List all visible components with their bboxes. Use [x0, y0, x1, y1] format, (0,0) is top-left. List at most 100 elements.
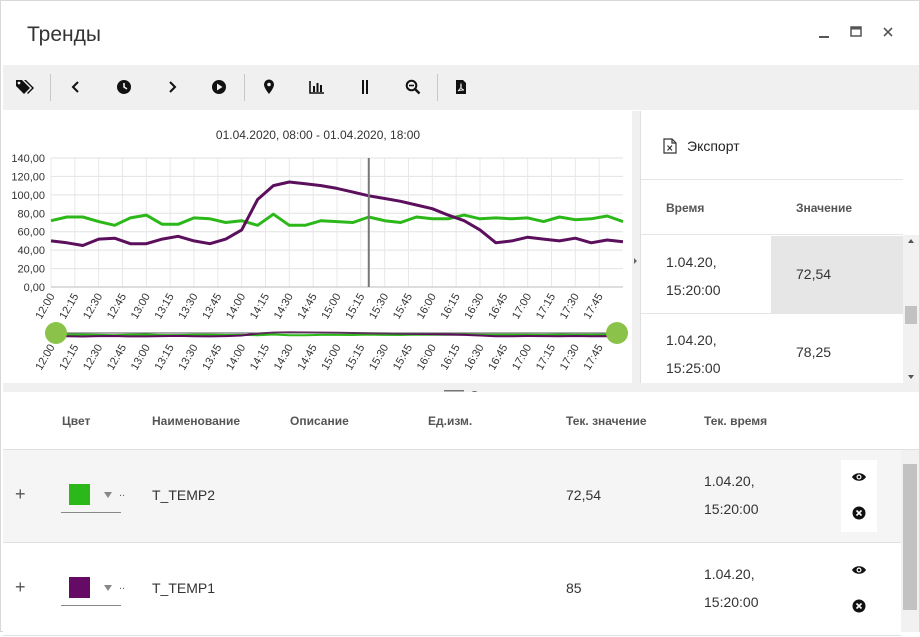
navigator-x-tick-label: 16:00 [415, 343, 439, 373]
statistics-button[interactable] [302, 73, 332, 101]
bar-chart-icon [309, 81, 324, 94]
x-tick-label: 16:30 [462, 292, 486, 322]
trend-chart-area[interactable]: 01.04.2020, 08:00 - 01.04.2020, 18:00 0,… [3, 111, 632, 383]
previous-button[interactable] [61, 73, 91, 101]
marker-button[interactable] [254, 73, 284, 101]
eye-icon[interactable] [851, 564, 867, 576]
expand-row-button[interactable]: + [15, 577, 26, 597]
series-line-t_temp1 [50, 180, 624, 247]
clock-icon [117, 80, 131, 94]
export-pdf-button[interactable] [446, 73, 476, 101]
toolbar-separator [244, 74, 245, 101]
time-navigator[interactable] [45, 322, 628, 344]
tags-icon [16, 80, 34, 94]
x-tick-label: 13:00 [129, 292, 153, 322]
navigator-x-tick-label: 14:30 [272, 343, 296, 373]
values-panel: Экспорт Время Значение 1.04.20, 15:20:00… [640, 111, 919, 383]
zoom-out-button[interactable] [398, 73, 428, 101]
column-header-name: Наименование [152, 414, 241, 428]
map-pin-icon [264, 79, 274, 94]
x-tick-label: 17:00 [510, 292, 534, 322]
values-scrollbar[interactable] [903, 235, 919, 383]
excel-file-icon [663, 138, 677, 154]
navigator-x-tick-label: 13:00 [129, 343, 153, 373]
color-picker[interactable]: .. [61, 480, 125, 513]
x-tick-label: 15:45 [391, 292, 415, 322]
tag-current-value: 85 [566, 580, 582, 596]
column-header-unit: Ед.изм. [428, 414, 473, 428]
x-tick-label: 14:45 [296, 292, 320, 322]
navigator-x-tick-label: 14:45 [296, 343, 320, 373]
cursor-button[interactable] [350, 73, 380, 101]
color-picker[interactable]: .. [61, 573, 125, 606]
maximize-button[interactable] [847, 25, 865, 43]
row-value: 78,25 [796, 344, 832, 360]
title-bar: Тренды [1, 1, 919, 65]
tag-current-time: 1.04.20, 15:20:00 [704, 473, 759, 517]
export-button[interactable]: Экспорт [663, 133, 740, 159]
column-header-current-value: Тек. значение [566, 414, 647, 428]
trend-chart[interactable]: 01.04.2020, 08:00 - 01.04.2020, 18:00 0,… [3, 111, 632, 383]
current-time-button[interactable] [109, 73, 139, 101]
tags-button[interactable] [11, 73, 41, 101]
navigator-x-tick-label: 15:30 [367, 343, 391, 373]
x-tick-label: 16:45 [486, 292, 510, 322]
navigator-x-tick-label: 12:30 [81, 343, 105, 373]
tag-name: T_TEMP1 [152, 580, 216, 596]
navigator-x-tick-label: 13:15 [153, 343, 177, 373]
close-button[interactable] [879, 25, 897, 43]
y-tick-label: 120,00 [11, 171, 45, 183]
navigator-x-tick-label: 16:15 [439, 343, 463, 373]
navigator-x-tick-label: 16:30 [462, 343, 486, 373]
tag-row[interactable]: + .. T_TEMP1 85 1.04.20, 15:20:00 [3, 543, 901, 636]
x-tick-label: 14:15 [248, 292, 272, 322]
chevron-right-icon [169, 81, 177, 93]
navigator-x-tick-label: 17:30 [558, 343, 582, 373]
play-button[interactable] [204, 73, 234, 101]
remove-icon[interactable] [852, 506, 866, 520]
eye-icon[interactable] [851, 471, 867, 483]
series-line-t_temp2 [50, 212, 624, 227]
navigator-x-tick-label: 15:00 [319, 343, 343, 373]
y-tick-label: 100,00 [11, 190, 45, 202]
maximize-icon [850, 26, 862, 37]
tag-current-time: 1.04.20, 15:20:00 [704, 566, 759, 610]
tags-table-header: Цвет Наименование Описание Ед.изм. Тек. … [3, 392, 919, 450]
tag-name: T_TEMP2 [152, 487, 216, 503]
x-tick-label: 17:30 [558, 292, 582, 322]
y-tick-label: 60,00 [17, 227, 45, 239]
scrollbar-track [903, 464, 917, 610]
navigator-x-tick-label: 14:15 [248, 343, 272, 373]
tags-scrollbar[interactable] [901, 450, 919, 632]
tag-row[interactable]: + .. T_TEMP2 72,54 1.04.20, 15:20:00 [3, 450, 901, 543]
row-value: 72,54 [771, 236, 903, 313]
chart-series [50, 180, 624, 247]
play-circle-icon [212, 80, 226, 94]
navigator-x-tick-label: 13:30 [176, 343, 200, 373]
navigator-x-tick-label: 13:45 [200, 343, 224, 373]
values-table-row[interactable]: 1.04.20, 15:25:00 78,25 [641, 314, 903, 383]
x-tick-label: 17:15 [534, 292, 558, 322]
chevron-left-icon [71, 81, 79, 93]
column-header-description: Описание [290, 414, 349, 428]
expand-row-button[interactable]: + [15, 484, 26, 504]
horizontal-splitter[interactable] [3, 383, 919, 394]
x-tick-label: 17:45 [582, 292, 606, 322]
close-icon [883, 27, 893, 37]
x-tick-label: 12:45 [105, 292, 129, 322]
minimize-button[interactable] [815, 25, 833, 43]
toolbar [3, 65, 919, 110]
navigator-x-ticks: 12:00 12:15 12:30 12:45 13:00 13:15 13:30 13:45… [33, 343, 605, 373]
values-table-row[interactable]: 1.04.20, 15:20:00 72,54 [641, 236, 903, 314]
x-tick-label: 15:15 [343, 292, 367, 322]
navigator-x-tick-label: 16:45 [486, 343, 510, 373]
x-tick-label: 13:30 [176, 292, 200, 322]
next-button[interactable] [157, 73, 187, 101]
remove-icon[interactable] [852, 599, 866, 613]
toolbar-separator [437, 74, 438, 101]
color-swatch [69, 577, 90, 598]
vertical-splitter[interactable] [632, 111, 640, 383]
x-tick-label: 12:00 [33, 292, 57, 322]
x-tick-label: 14:00 [224, 292, 248, 322]
